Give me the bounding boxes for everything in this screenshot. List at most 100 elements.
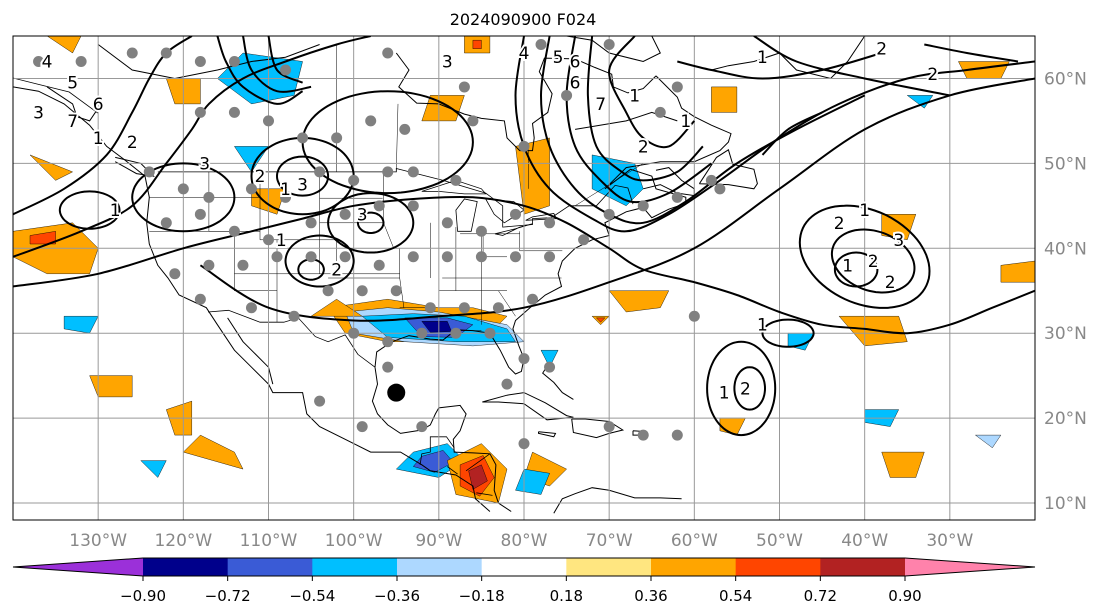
contour-value-label: 3: [357, 205, 368, 225]
station-dot: [441, 251, 453, 263]
anomaly-region: [472, 40, 482, 49]
contour-line: [798, 204, 931, 309]
colorbar: −0.90 −0.72 −0.54 −0.36 −0.18 0.18 0.36 0.54 0.7…: [12, 557, 1036, 605]
station-dot: [126, 47, 138, 59]
contour-value-label: 4: [42, 52, 53, 72]
station-dot: [356, 421, 368, 433]
station-dot: [177, 183, 189, 195]
contour-line: [833, 251, 879, 288]
station-dot: [245, 302, 257, 314]
contour-value-label: 7: [67, 112, 78, 132]
anomaly-region: [234, 146, 269, 173]
station-dot: [305, 217, 317, 229]
lake-michigan: [455, 198, 478, 232]
contour-line: [830, 228, 916, 294]
latitude-label: 40°N: [1044, 239, 1087, 259]
contour-value-label: 2: [868, 252, 879, 272]
station-dot: [297, 132, 309, 144]
station-dot: [237, 259, 249, 271]
contour-line: [275, 155, 330, 197]
contour-value-label: 3: [297, 176, 308, 196]
contour-value-label: 2: [638, 137, 649, 157]
contour-line: [753, 36, 950, 97]
station-dot: [263, 115, 274, 127]
contour-line: [297, 258, 325, 281]
station-dot: [407, 166, 419, 178]
contour-line: [199, 77, 1035, 322]
contour-line: [761, 318, 815, 348]
anomaly-region: [540, 350, 559, 368]
station-dot: [288, 310, 300, 322]
latitude-label: 50°N: [1044, 154, 1087, 174]
contour-value-label: 3: [893, 231, 904, 251]
contour-value-label: 4: [519, 44, 530, 64]
colorbar-tick-label: 0.90: [888, 587, 921, 605]
colorbar-tick-label: −0.72: [205, 587, 251, 605]
latitude-label: 60°N: [1044, 69, 1087, 89]
colorbar-bin: [735, 558, 821, 576]
political-border: [207, 309, 376, 368]
map-frame: [12, 35, 1036, 521]
contour-value-label: 6: [93, 95, 104, 115]
station-dot: [382, 47, 394, 59]
station-dot: [143, 166, 155, 178]
station-dot: [194, 208, 206, 220]
lake-erie: [494, 223, 533, 236]
contour-line: [539, 36, 866, 225]
contour-value-label: 1: [680, 112, 691, 132]
coastline: [227, 317, 274, 385]
latitude-label: 10°N: [1044, 494, 1087, 514]
colorbar-bin: [227, 558, 313, 576]
colorbar-tick-label: −0.36: [374, 587, 420, 605]
contour-value-label: 1: [757, 48, 768, 68]
contour-line: [761, 111, 823, 156]
anomaly-region: [881, 451, 925, 478]
colorbar-tick-label: 0.72: [804, 587, 837, 605]
station-dot: [458, 302, 470, 314]
station-dot: [194, 55, 206, 67]
contour-value-label: 6: [570, 74, 581, 94]
coastline: [698, 149, 758, 190]
longitude-label: 130°W: [69, 531, 127, 551]
station-dot: [654, 106, 666, 118]
station-dot: [271, 251, 283, 263]
longitude-label: 120°W: [154, 531, 212, 551]
station-dot: [322, 285, 334, 297]
contour-value-label: 5: [553, 48, 564, 68]
contour-layer: [13, 36, 1035, 437]
coastline: [553, 487, 682, 514]
colorbar-bin: [312, 558, 398, 576]
station-dot: [228, 55, 240, 67]
state-border: [383, 222, 394, 249]
station-dot: [245, 183, 257, 195]
longitude-label: 50°W: [756, 531, 803, 551]
contour-value-label: 1: [280, 180, 291, 200]
colorbar-tick-label: 0.18: [550, 587, 583, 605]
station-dot: [544, 361, 556, 373]
longitude-label: 100°W: [325, 531, 383, 551]
latitude-tick-labels: 60°N 50°N 40°N 30°N 20°N 10°N: [1044, 69, 1087, 514]
contour-line: [284, 234, 355, 288]
coastline: [482, 392, 574, 421]
anomaly-region: [89, 375, 133, 398]
longitude-label: 90°W: [415, 531, 462, 551]
station-dot: [373, 200, 385, 212]
contour-value-label: 7: [595, 95, 606, 115]
station-dot: [280, 64, 292, 76]
contour-line: [131, 162, 236, 233]
contour-value-label: 2: [331, 261, 342, 281]
coastline: [395, 52, 657, 152]
station-dot: [203, 191, 215, 203]
station-dot: [467, 115, 479, 127]
contour-line: [356, 211, 385, 234]
station-dot: [671, 429, 683, 441]
station-dot: [228, 225, 240, 237]
station-dot: [160, 217, 172, 229]
anomaly-region: [881, 214, 917, 241]
anomaly-region: [29, 231, 56, 245]
anomaly-region: [412, 450, 454, 473]
station-dot: [544, 217, 556, 229]
station-dot: [475, 225, 487, 237]
station-dot: [314, 166, 326, 178]
